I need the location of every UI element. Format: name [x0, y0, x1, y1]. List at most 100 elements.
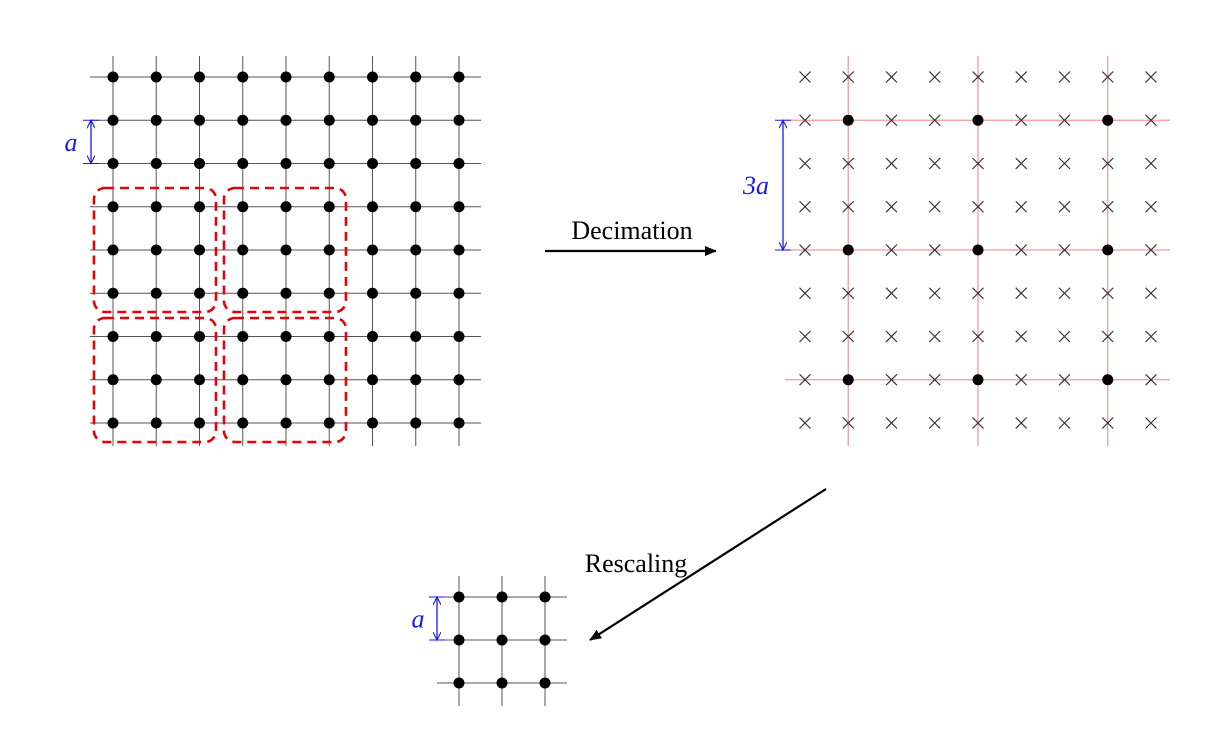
rescaled-site [539, 634, 551, 646]
cross-mark [1101, 287, 1114, 300]
lattice-site [410, 201, 422, 213]
lattice-site [107, 417, 119, 429]
lattice-site [194, 287, 205, 299]
cross-mark [928, 330, 941, 343]
cross-mark [1101, 71, 1114, 83]
lattice-site [194, 417, 205, 429]
cross-mark [1058, 200, 1071, 213]
cross-mark [1101, 200, 1114, 213]
cross-mark [1058, 417, 1071, 429]
coarse-graining-block [92, 186, 218, 314]
kept-site [972, 244, 984, 256]
lattice-site [367, 417, 378, 429]
lattice-site [194, 331, 205, 342]
decimation-arrow: Decimation [545, 216, 717, 256]
cross-mark [1015, 71, 1028, 83]
kept-site [1102, 244, 1114, 256]
cross-mark [1015, 417, 1028, 429]
cross-mark [1145, 330, 1157, 343]
kept-site [972, 374, 984, 386]
cross-mark [928, 244, 941, 256]
lattice-site [150, 417, 162, 429]
lattice-site [323, 331, 335, 342]
cross-mark [885, 287, 898, 300]
cross-mark [972, 71, 984, 83]
lattice-site [194, 244, 205, 256]
lattice-site [280, 374, 292, 386]
lattice-site [237, 331, 249, 342]
cross-mark [1145, 114, 1157, 127]
lattice-site [453, 244, 465, 256]
cross-mark [799, 200, 811, 213]
lattice-site [453, 331, 465, 342]
cross-mark [1145, 244, 1157, 256]
lattice-site [410, 71, 422, 83]
lattice-site [280, 201, 292, 213]
cross-mark [1101, 157, 1114, 170]
lattice-site [237, 287, 249, 299]
cross-mark [928, 417, 941, 429]
kept-site [972, 114, 984, 126]
cross-mark [928, 287, 941, 300]
lattice-site [323, 114, 335, 126]
lattice-site [453, 417, 465, 429]
cross-mark [799, 157, 811, 170]
lattice-site [107, 114, 119, 126]
cross-mark [928, 114, 941, 127]
kept-site [1102, 374, 1114, 386]
cross-mark [1058, 373, 1071, 386]
lattice-site [237, 71, 249, 83]
lattice-site [453, 114, 465, 126]
lattice-site [107, 244, 119, 256]
lattice-site [237, 158, 249, 169]
original-spacing-annotation: a [65, 120, 99, 163]
lattice-site [107, 71, 119, 83]
cross-mark [1058, 71, 1071, 83]
rescaled-site [496, 677, 508, 689]
rescaled-site [496, 634, 508, 646]
lattice-site [367, 201, 378, 213]
cross-mark [1015, 157, 1028, 170]
rescaled-site [453, 677, 465, 689]
cross-mark [1145, 200, 1157, 213]
lattice-site [107, 331, 119, 342]
lattice-site [367, 71, 378, 83]
cross-mark [1145, 373, 1157, 386]
lattice-site [367, 374, 378, 386]
rescaled-site [496, 591, 508, 603]
kept-site [842, 114, 854, 126]
cross-mark [1145, 71, 1157, 83]
cross-mark [842, 417, 855, 429]
cross-mark [885, 417, 898, 429]
cross-mark [885, 114, 898, 127]
lattice-site [280, 244, 292, 256]
cross-mark [799, 417, 811, 429]
cross-mark [799, 330, 811, 343]
lattice-site [323, 201, 335, 213]
cross-mark [972, 200, 984, 213]
lattice-site [410, 114, 422, 126]
decimation-label: Decimation [571, 216, 692, 245]
lattice-site [150, 287, 162, 299]
cross-mark [1015, 200, 1028, 213]
cross-mark [799, 71, 811, 83]
cross-mark [972, 330, 984, 343]
rescaling-arrow: Rescaling [585, 488, 827, 641]
lattice-site [150, 71, 162, 83]
rescaled-site [539, 591, 551, 603]
lattice-site [237, 201, 249, 213]
cross-mark [799, 373, 811, 386]
cross-mark [885, 330, 898, 343]
lattice-site [410, 417, 422, 429]
cross-mark [1101, 417, 1114, 429]
cross-mark [972, 287, 984, 300]
rescaled-spacing-label: a [412, 605, 425, 634]
cross-mark [842, 330, 855, 343]
cross-mark [885, 244, 898, 256]
lattice-site [367, 114, 378, 126]
cross-mark [885, 373, 898, 386]
cross-mark [885, 200, 898, 213]
kept-site [842, 244, 854, 256]
rescaled-lattice: a [412, 576, 567, 706]
lattice-site [237, 114, 249, 126]
